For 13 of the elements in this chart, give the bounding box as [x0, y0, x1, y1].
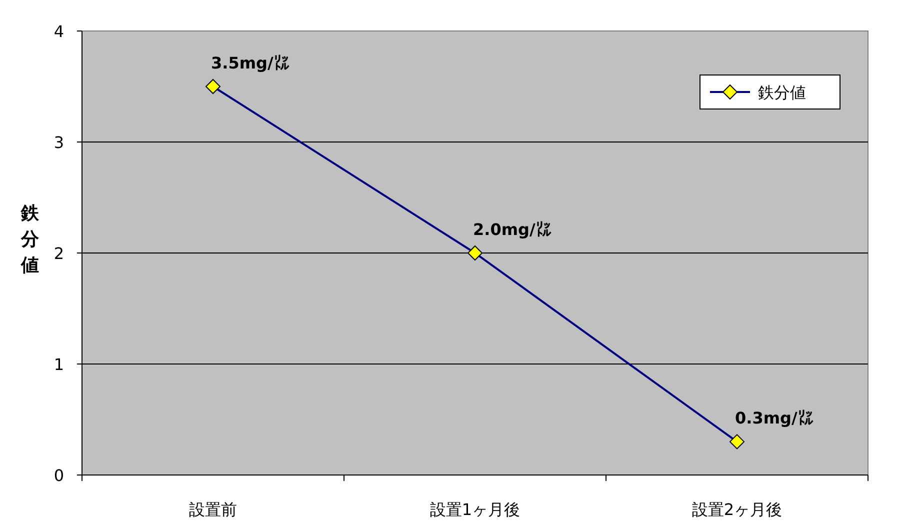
data-label: 2.0mg/㍑: [473, 220, 552, 239]
y-tick-label: 2: [54, 244, 64, 263]
legend-label: 鉄分値: [758, 83, 806, 102]
y-tick-label: 1: [54, 355, 64, 374]
y-tick-label: 4: [54, 22, 64, 41]
y-tick-label: 0: [54, 466, 64, 485]
x-tick-label: 設置前: [189, 500, 237, 519]
x-tick-label: 設置2ヶ月後: [692, 500, 782, 519]
y-axis-title: 鉄分値: [20, 203, 40, 276]
data-label: 3.5mg/㍑: [211, 54, 290, 72]
data-label: 0.3mg/㍑: [735, 408, 814, 428]
x-tick-label: 設置1ヶ月後: [430, 500, 520, 519]
y-tick-label: 3: [54, 133, 64, 152]
